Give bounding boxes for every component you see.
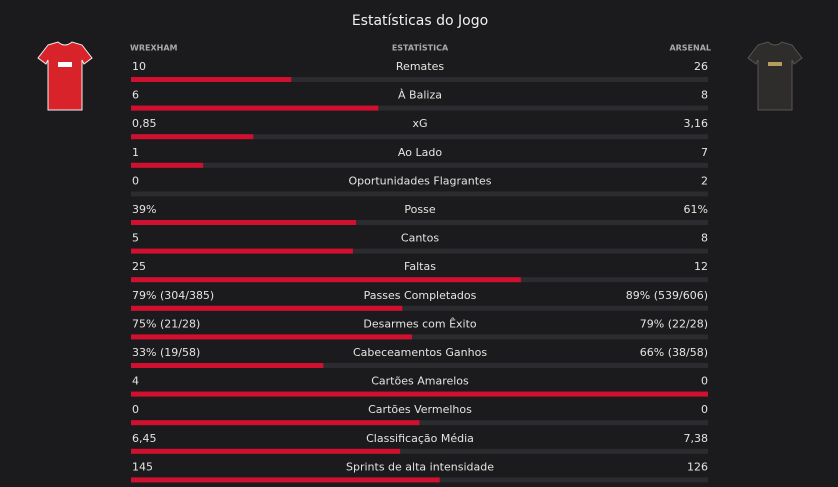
away-value: 3,16 xyxy=(684,117,709,130)
home-value: 33% (19/58) xyxy=(132,346,200,359)
bar-track xyxy=(131,305,708,311)
away-value: 7,38 xyxy=(684,432,709,445)
home-value: 10 xyxy=(132,60,146,73)
home-share-bar xyxy=(131,134,254,140)
home-share-bar xyxy=(131,277,521,283)
home-value: 4 xyxy=(132,375,139,388)
stat-label: xG xyxy=(412,117,427,130)
away-value: 7 xyxy=(701,146,708,159)
stat-header: ESTATÍSTICA xyxy=(392,42,449,53)
stat-label: Cantos xyxy=(401,232,439,245)
away-value: 0 xyxy=(701,375,708,388)
away-value: 8 xyxy=(701,232,708,245)
away-value: 89% (539/606) xyxy=(626,289,708,302)
bar-track xyxy=(131,162,708,168)
home-value: 25 xyxy=(132,260,146,273)
home-value: 79% (304/385) xyxy=(132,289,214,302)
home-share-bar xyxy=(131,305,403,311)
stat-label: Sprints de alta intensidade xyxy=(346,460,494,473)
home-share-bar xyxy=(131,248,353,254)
home-share-bar xyxy=(131,77,292,82)
home-share-bar xyxy=(131,448,401,454)
stat-label: Cabeceamentos Ganhos xyxy=(353,346,487,359)
stat-label: Cartões Vermelhos xyxy=(368,403,472,416)
home-share-bar xyxy=(131,162,204,168)
home-value: 6,45 xyxy=(132,432,157,445)
stat-label: Desarmes com Êxito xyxy=(363,317,477,330)
bar-track xyxy=(131,220,708,225)
home-value: 1 xyxy=(132,146,139,159)
stat-label: Passes Completados xyxy=(364,289,477,302)
away-value: 8 xyxy=(701,89,708,102)
away-value: 61% xyxy=(684,203,708,216)
away-value: 0 xyxy=(701,403,708,416)
bar-track xyxy=(131,334,708,340)
home-value: 75% (21/28) xyxy=(132,317,200,330)
title: Estatísticas do Jogo xyxy=(352,13,488,29)
home-team: WREXHAM xyxy=(130,44,178,53)
home-value: 39% xyxy=(132,203,156,216)
stat-label: Oportunidades Flagrantes xyxy=(348,174,491,187)
away-team: ARSENAL xyxy=(669,44,711,53)
home-value: 6 xyxy=(132,89,139,102)
home-share-bar xyxy=(131,220,357,225)
stat-label: Faltas xyxy=(404,260,436,273)
stat-label: Classificação Média xyxy=(366,432,474,445)
home-share-bar xyxy=(131,391,708,397)
away-shirt xyxy=(747,41,803,111)
stat-label: Cartões Amarelos xyxy=(371,375,469,388)
home-value: 5 xyxy=(132,232,139,245)
home-value: 0 xyxy=(132,174,139,187)
home-share-bar xyxy=(131,420,420,426)
home-share-bar xyxy=(131,334,413,340)
bar-track xyxy=(131,105,708,111)
bar-track xyxy=(131,363,708,368)
stat-label: À Baliza xyxy=(398,89,442,102)
away-value: 26 xyxy=(694,60,708,73)
away-value: 66% (38/58) xyxy=(640,346,708,359)
home-value: 145 xyxy=(132,460,153,473)
home-shirt xyxy=(37,41,93,111)
bar-track xyxy=(131,77,708,82)
home-share-bar xyxy=(131,477,440,483)
home-value: 0 xyxy=(132,403,139,416)
home-value: 0,85 xyxy=(132,117,157,130)
bar-track xyxy=(131,134,708,140)
stat-label: Posse xyxy=(404,203,435,216)
away-value: 79% (22/28) xyxy=(640,317,708,330)
stat-label: Ao Lado xyxy=(398,146,442,159)
away-value: 126 xyxy=(687,460,708,473)
away-value: 2 xyxy=(701,174,708,187)
away-value: 12 xyxy=(694,260,708,273)
home-share-bar xyxy=(131,363,324,368)
bar-track xyxy=(131,191,708,197)
stat-label: Remates xyxy=(396,60,444,73)
bar-track xyxy=(131,448,708,454)
bar-track xyxy=(131,248,708,254)
home-share-bar xyxy=(131,105,379,111)
